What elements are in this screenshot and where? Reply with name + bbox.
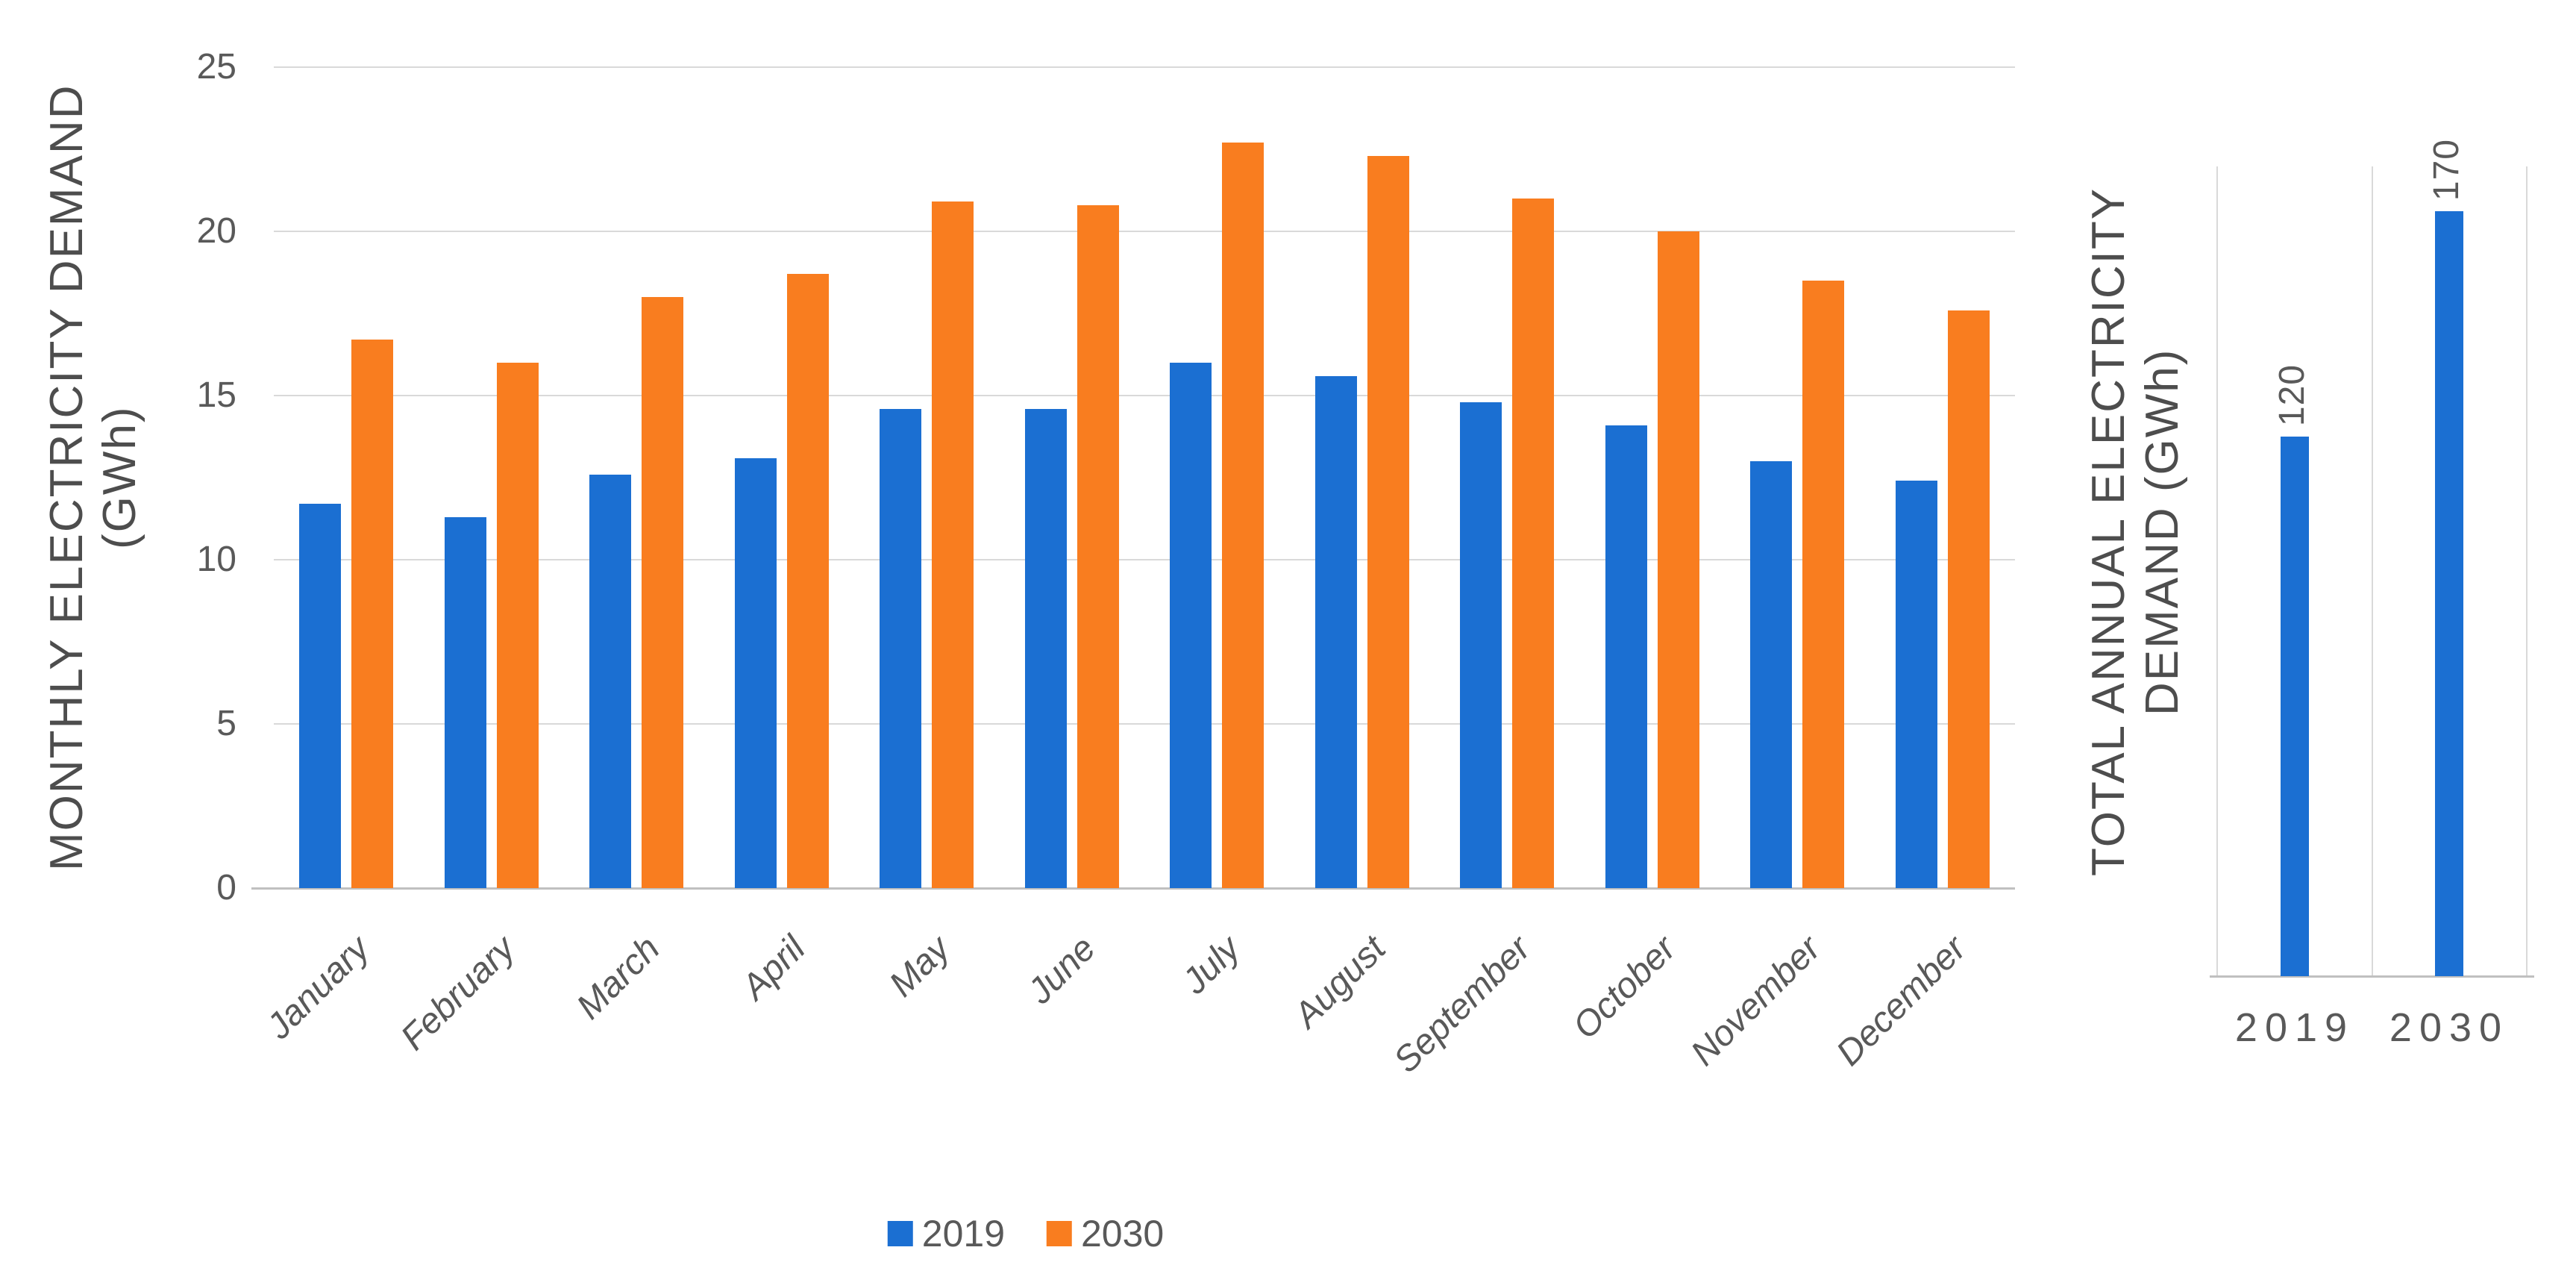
bar-2019-december (1896, 481, 1937, 888)
data-label-2019: 120 (2272, 363, 2312, 426)
annual-x-axis-label-2019: 2019 (2234, 1005, 2355, 1050)
legend-item-2030: 2030 (1047, 1215, 1164, 1252)
bar-2019-june (1025, 409, 1067, 888)
annual-plot-area: 120 170 (2210, 139, 2534, 978)
bar-total-2019 (2281, 437, 2309, 976)
bar-2019-january (299, 504, 341, 888)
gridline-25 (274, 66, 2015, 68)
legend-label-2030: 2030 (1081, 1213, 1165, 1255)
bar-2030-march (642, 297, 683, 888)
bar-2030-october (1658, 231, 1699, 888)
y-tick-label-20: 20 (196, 211, 236, 251)
bar-2030-december (1948, 310, 1990, 888)
legend-swatch-2030 (1047, 1221, 1072, 1246)
bar-2030-august (1367, 156, 1409, 888)
y-tick-label-25: 25 (196, 47, 236, 87)
gridline-5 (274, 723, 2015, 725)
gridline-15 (274, 395, 2015, 396)
bar-2019-november (1750, 461, 1792, 888)
chart-legend: 2019 2030 (887, 1213, 1164, 1255)
bar-2019-march (589, 475, 631, 888)
annual-x-axis-label-2030: 2030 (2389, 1005, 2510, 1050)
annual-plot-left-border (2216, 166, 2218, 976)
bar-2030-november (1802, 281, 1844, 888)
monthly-plot-area (251, 66, 2015, 890)
bar-2019-february (445, 517, 486, 888)
bar-2030-january (351, 340, 393, 888)
legend-item-2019: 2019 (887, 1213, 1005, 1255)
bar-2019-september (1460, 402, 1502, 888)
monthly-electricity-demand-chart: MONTHLY ELECTRICITY DEMAND (GWh) 0 5 10 15 2… (22, 47, 2015, 1255)
bar-total-2030 (2435, 211, 2463, 976)
legend-swatch-2019 (887, 1221, 913, 1246)
annual-plot-right-border (2526, 166, 2528, 976)
gridline-10 (274, 559, 2015, 560)
bar-2030-july (1222, 143, 1264, 888)
gridline-20 (274, 231, 2015, 232)
total-annual-electricity-demand-chart: TOTAL ANNUAL ELECTRICITY DEMAND (GWh) 12… (2059, 0, 2576, 1262)
legend-label-2019: 2019 (921, 1213, 1005, 1255)
bar-2019-october (1605, 425, 1647, 888)
bar-2019-may (880, 409, 921, 888)
bar-2030-september (1512, 199, 1554, 888)
monthly-y-axis-title-line2: (GWh) (94, 405, 145, 550)
bar-2019-july (1170, 363, 1212, 888)
y-tick-label-5: 5 (216, 704, 236, 743)
bar-2030-february (497, 363, 539, 888)
annual-x-axis-line (2210, 975, 2534, 978)
y-tick-label-15: 15 (196, 375, 236, 415)
monthly-y-axis-title: MONTHLY ELECTRICITY DEMAND (GWh) (22, 67, 164, 888)
monthly-y-axis-title-line1: MONTHLY ELECTRICITY DEMAND (40, 84, 93, 872)
bar-2030-june (1077, 205, 1119, 888)
data-label-2030: 170 (2427, 138, 2466, 201)
bar-2030-april (787, 274, 829, 888)
annual-category-divider (2372, 166, 2373, 976)
bar-2019-august (1315, 376, 1357, 888)
y-tick-label-10: 10 (196, 540, 236, 579)
annual-y-axis-title-line1: TOTAL ANNUAL ELECTRICITY (2083, 187, 2135, 877)
annual-y-axis-title-line2: DEMAND (GWh) (2136, 348, 2188, 716)
gridline-0 (251, 887, 2015, 890)
y-tick-label-0: 0 (216, 868, 236, 908)
bar-2030-may (932, 202, 974, 888)
annual-y-axis-title: TOTAL ANNUAL ELECTRICITY DEMAND (GWh) (2063, 138, 2208, 925)
bar-2019-april (735, 458, 777, 888)
